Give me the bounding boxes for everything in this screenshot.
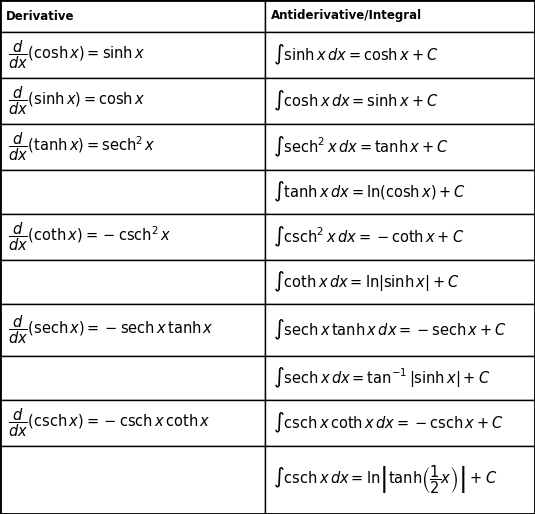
Text: $\int \tanh x\, dx = \ln(\cosh x) + C$: $\int \tanh x\, dx = \ln(\cosh x) + C$ — [273, 180, 467, 204]
Text: $\int \mathrm{csch}^{2}\, x\, dx = -\coth x + C$: $\int \mathrm{csch}^{2}\, x\, dx = -\cot… — [273, 225, 464, 249]
Bar — [0, 446, 265, 514]
Bar — [0, 304, 265, 356]
Bar — [265, 124, 535, 170]
Text: $\int \mathrm{sech}\, x\,\tanh x\, dx = -\mathrm{sech}\, x + C$: $\int \mathrm{sech}\, x\,\tanh x\, dx = … — [273, 318, 507, 342]
Bar — [0, 0, 265, 32]
Bar — [0, 124, 265, 170]
Text: $\dfrac{d}{dx}(\sinh x) = \cosh x$: $\dfrac{d}{dx}(\sinh x) = \cosh x$ — [8, 85, 146, 117]
Bar — [265, 356, 535, 400]
Text: $\int \coth x\, dx = \ln|\sinh x| + C$: $\int \coth x\, dx = \ln|\sinh x| + C$ — [273, 270, 460, 294]
Text: $\dfrac{d}{dx}(\cosh x) = \sinh x$: $\dfrac{d}{dx}(\cosh x) = \sinh x$ — [8, 39, 146, 71]
Bar — [0, 400, 265, 446]
Bar — [0, 214, 265, 260]
Bar — [265, 170, 535, 214]
Bar — [0, 356, 265, 400]
Bar — [265, 214, 535, 260]
Text: $\int \sinh x\, dx = \cosh x + C$: $\int \sinh x\, dx = \cosh x + C$ — [273, 43, 439, 67]
Text: Derivative: Derivative — [6, 9, 74, 23]
Text: $\int \mathrm{csch}\, x\,\coth x\, dx = -\mathrm{csch}\, x + C$: $\int \mathrm{csch}\, x\,\coth x\, dx = … — [273, 411, 504, 435]
Text: $\int \mathrm{sech}\, x\, dx = \tan^{-1}|\sinh x| + C$: $\int \mathrm{sech}\, x\, dx = \tan^{-1}… — [273, 366, 491, 390]
Text: $\dfrac{d}{dx}(\coth x) = -\mathrm{csch}^{2}\, x$: $\dfrac{d}{dx}(\coth x) = -\mathrm{csch}… — [8, 221, 171, 253]
Bar — [265, 0, 535, 32]
Text: $\int \mathrm{csch}\, x\, dx = \ln\!\left|\tanh\!\left(\dfrac{1}{2}x\right)\righ: $\int \mathrm{csch}\, x\, dx = \ln\!\lef… — [273, 464, 498, 497]
Text: $\dfrac{d}{dx}(\tanh x) = \mathrm{sech}^{2}\, x$: $\dfrac{d}{dx}(\tanh x) = \mathrm{sech}^… — [8, 131, 156, 163]
Text: $\int \cosh x\, dx = \sinh x + C$: $\int \cosh x\, dx = \sinh x + C$ — [273, 89, 439, 113]
Bar — [265, 400, 535, 446]
Text: $\dfrac{d}{dx}(\mathrm{sech}\, x) = -\mathrm{sech}\, x\,\tanh x$: $\dfrac{d}{dx}(\mathrm{sech}\, x) = -\ma… — [8, 314, 214, 346]
Bar — [0, 32, 265, 78]
Bar — [265, 32, 535, 78]
Text: $\dfrac{d}{dx}(\mathrm{csch}\, x) = -\mathrm{csch}\, x\,\coth x$: $\dfrac{d}{dx}(\mathrm{csch}\, x) = -\ma… — [8, 407, 211, 439]
Text: $\int \mathrm{sech}^{2}\, x\, dx = \tanh x + C$: $\int \mathrm{sech}^{2}\, x\, dx = \tanh… — [273, 135, 449, 159]
Text: Antiderivative/Integral: Antiderivative/Integral — [271, 9, 423, 23]
Bar — [265, 446, 535, 514]
Bar — [0, 78, 265, 124]
Bar — [265, 304, 535, 356]
Bar — [0, 170, 265, 214]
Bar — [265, 260, 535, 304]
Bar — [0, 260, 265, 304]
Bar — [265, 78, 535, 124]
